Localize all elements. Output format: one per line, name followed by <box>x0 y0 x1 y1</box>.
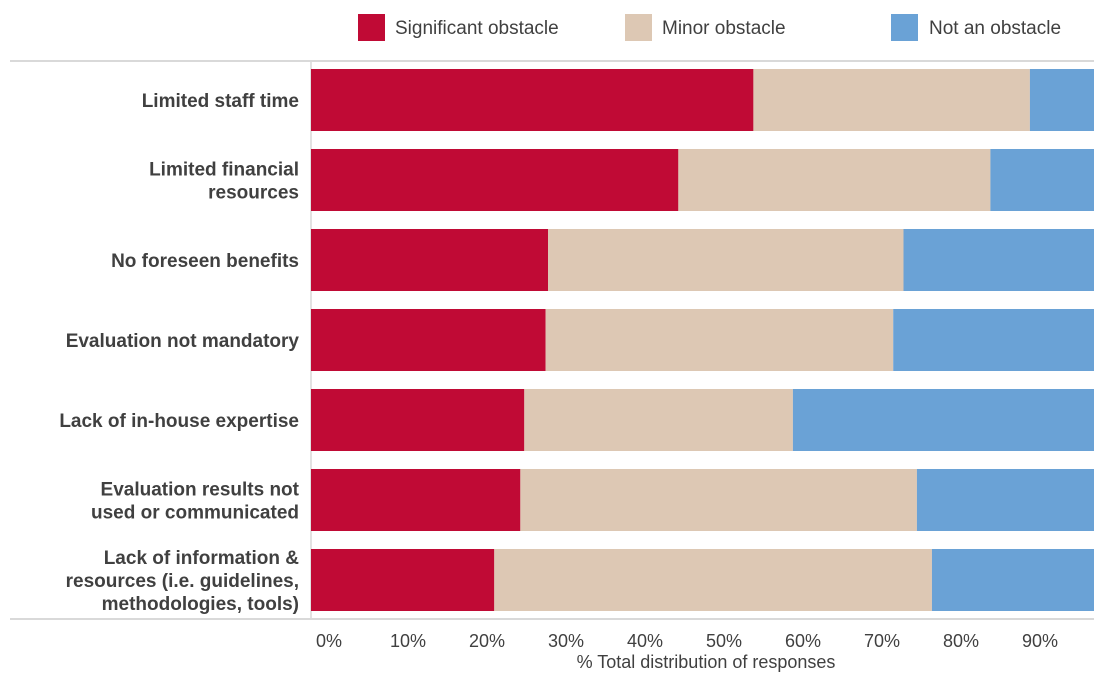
bar-not-an-obstacle-4 <box>893 309 1094 371</box>
category-label-6: Evaluation results not used or communicat… <box>91 480 300 524</box>
x-tick-label-80: 80% <box>943 631 979 651</box>
bar-not-an-obstacle-1 <box>1029 69 1094 131</box>
x-tick-label-70: 70% <box>864 631 900 651</box>
category-label-2: Limited financial resources <box>149 160 299 204</box>
bar-not-an-obstacle-6 <box>916 469 1094 531</box>
bar-significant-obstacle-7 <box>311 549 495 611</box>
x-tick-label-50: 50% <box>706 631 742 651</box>
bar-minor-obstacle-5 <box>524 389 793 451</box>
bar-minor-obstacle-2 <box>678 149 991 211</box>
x-tick-label-0: 0% <box>316 631 342 651</box>
bars <box>311 69 1094 611</box>
legend-swatch-significant-obstacle <box>358 14 385 41</box>
bar-significant-obstacle-5 <box>311 389 525 451</box>
bar-not-an-obstacle-7 <box>931 549 1094 611</box>
bar-not-an-obstacle-5 <box>792 389 1094 451</box>
bar-significant-obstacle-1 <box>311 69 754 131</box>
category-label-4: Evaluation not mandatory <box>66 331 300 352</box>
category-label-3: No foreseen benefits <box>111 251 299 272</box>
bar-significant-obstacle-3 <box>311 229 548 291</box>
x-tick-label-60: 60% <box>785 631 821 651</box>
category-label-1: Limited staff time <box>142 91 299 112</box>
bar-not-an-obstacle-3 <box>903 229 1094 291</box>
legend-label-minor-obstacle: Minor obstacle <box>662 18 786 39</box>
x-tick-label-20: 20% <box>469 631 505 651</box>
legend-label-not-an-obstacle: Not an obstacle <box>929 18 1061 39</box>
bar-minor-obstacle-4 <box>545 309 894 371</box>
x-axis-title: % Total distribution of responses <box>577 652 836 672</box>
bar-significant-obstacle-4 <box>311 309 546 371</box>
category-labels: Limited staff time Limited financial resou… <box>59 91 299 615</box>
bar-minor-obstacle-7 <box>494 549 932 611</box>
x-tick-label-90: 90% <box>1022 631 1058 651</box>
category-label-5: Lack of in-house expertise <box>59 411 299 432</box>
legend: Significant obstacle Minor obstacle Not an… <box>358 14 1061 41</box>
bar-minor-obstacle-3 <box>548 229 904 291</box>
bar-minor-obstacle-6 <box>520 469 917 531</box>
bar-minor-obstacle-1 <box>753 69 1030 131</box>
legend-swatch-minor-obstacle <box>625 14 652 41</box>
x-tick-label-10: 10% <box>390 631 426 651</box>
x-axis-ticks: 0% 10% 20% 30% 40% 50% 60% 70% 80% 90% <box>316 631 1058 651</box>
bar-significant-obstacle-2 <box>311 149 679 211</box>
category-label-7: Lack of information & resources (i.e. gui… <box>66 548 300 615</box>
legend-label-significant-obstacle: Significant obstacle <box>395 18 559 39</box>
bar-significant-obstacle-6 <box>311 469 521 531</box>
legend-swatch-not-an-obstacle <box>891 14 918 41</box>
x-tick-label-30: 30% <box>548 631 584 651</box>
bar-not-an-obstacle-2 <box>990 149 1094 211</box>
x-tick-label-40: 40% <box>627 631 663 651</box>
